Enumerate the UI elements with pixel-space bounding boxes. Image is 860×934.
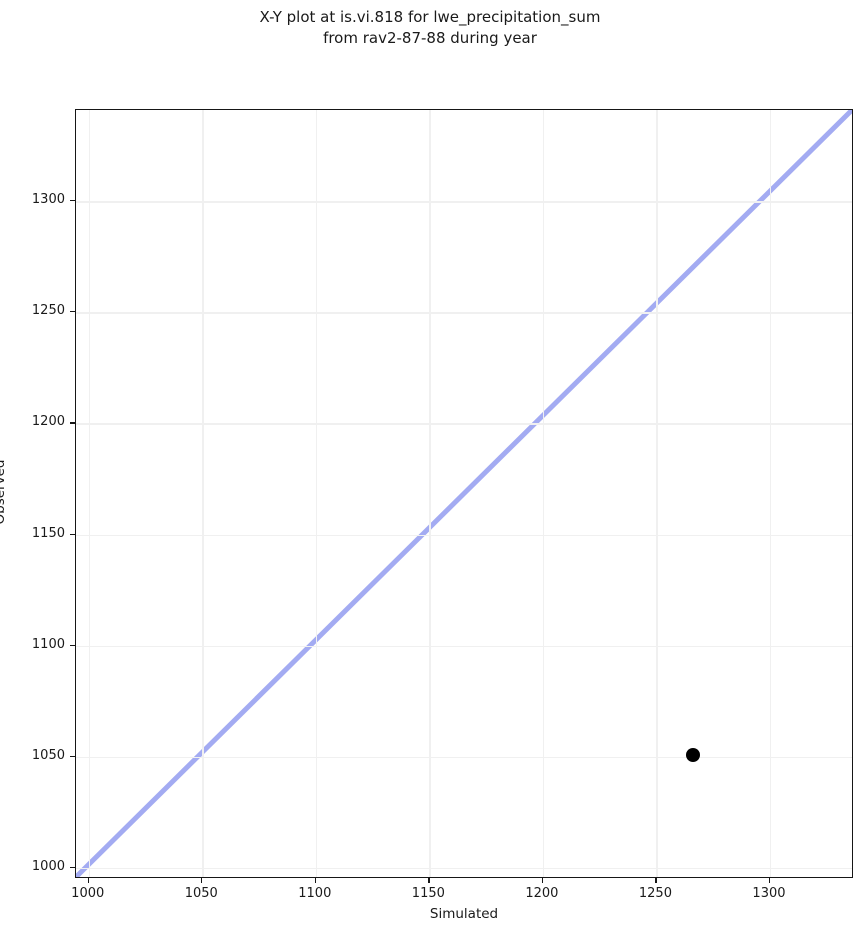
x-tick-label: 1300: [752, 886, 786, 901]
x-axis-label: Simulated: [429, 906, 499, 922]
gridline-horizontal: [76, 867, 852, 870]
one-to-one-reference-line: [76, 110, 852, 877]
y-tick-label: 1000: [31, 858, 65, 874]
y-tick-mark: [70, 200, 75, 202]
x-tick-label: 1200: [525, 886, 559, 901]
gridline-vertical: [656, 110, 658, 877]
y-tick-label: 1100: [31, 636, 65, 652]
gridline-vertical: [202, 110, 204, 877]
scatter-point[interactable]: [686, 748, 701, 763]
y-tick-mark: [70, 755, 75, 757]
gridline-vertical: [769, 110, 772, 877]
gridline-vertical: [542, 110, 545, 877]
gridline-horizontal: [76, 312, 852, 314]
y-tick-label: 1250: [31, 303, 65, 319]
y-axis-label: Observed: [0, 459, 8, 525]
y-tick-label: 1200: [31, 414, 65, 430]
y-tick-label: 1300: [31, 192, 65, 208]
reference-line-path: [76, 110, 852, 877]
x-tick-mark: [87, 878, 89, 883]
plot-area: [75, 109, 853, 878]
x-tick-mark: [428, 878, 430, 883]
chart-title: X-Y plot at is.vi.818 for lwe_precipitat…: [259, 8, 601, 47]
y-tick-mark: [70, 866, 75, 869]
y-tick-mark: [70, 422, 75, 424]
x-tick-mark: [768, 878, 771, 883]
x-tick-mark: [655, 878, 657, 883]
gridline-vertical: [88, 110, 91, 877]
x-tick-mark: [201, 878, 203, 883]
x-tick-label: 1150: [411, 886, 445, 901]
gridline-horizontal: [76, 645, 852, 648]
gridline-horizontal: [76, 423, 852, 425]
y-tick-mark: [70, 533, 75, 535]
y-tick-label: 1050: [31, 747, 65, 763]
x-tick-label: 1000: [71, 886, 105, 901]
x-tick-label: 1050: [184, 886, 218, 901]
gridline-vertical: [315, 110, 318, 877]
gridline-horizontal: [76, 201, 852, 203]
x-tick-mark: [541, 878, 544, 883]
x-tick-label: 1250: [638, 886, 672, 901]
y-tick-mark: [70, 644, 75, 646]
x-tick-label: 1100: [298, 886, 332, 901]
y-tick-label: 1150: [31, 525, 65, 541]
x-tick-mark: [314, 878, 316, 883]
gridline-horizontal: [76, 534, 852, 536]
gridline-horizontal: [76, 756, 852, 759]
gridline-vertical: [429, 110, 431, 877]
y-tick-mark: [70, 311, 75, 313]
